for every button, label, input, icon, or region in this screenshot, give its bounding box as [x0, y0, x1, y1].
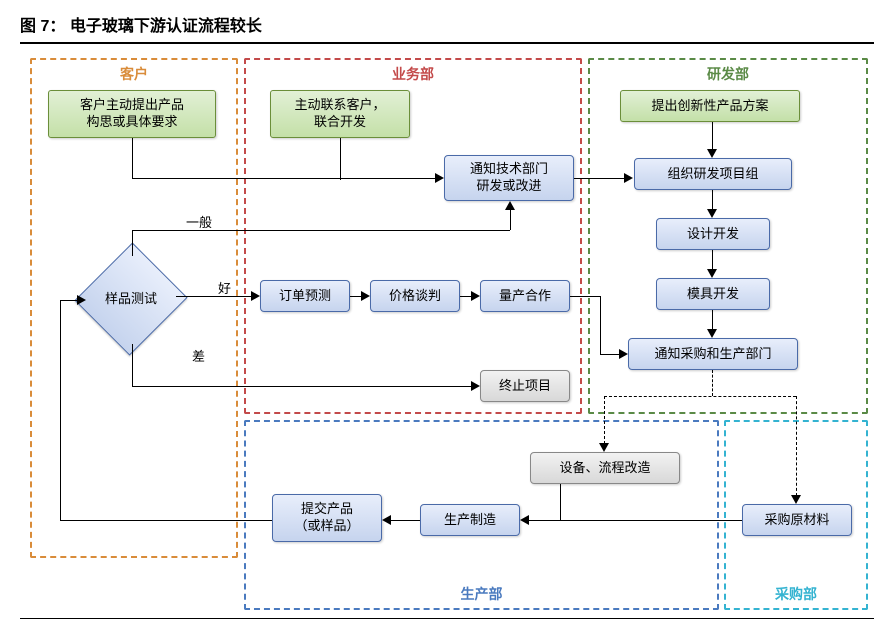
arrowhead — [707, 149, 717, 158]
edge — [604, 396, 796, 397]
edge — [600, 296, 601, 354]
node-notify-tech: 通知技术部门 研发或改进 — [444, 155, 574, 201]
arrowhead — [77, 295, 86, 305]
arrowhead — [251, 291, 260, 301]
node-design-dev: 设计开发 — [656, 218, 770, 250]
edge — [132, 230, 133, 256]
arrowhead — [599, 443, 609, 452]
node-manufacture: 生产制造 — [420, 504, 520, 536]
arrowhead — [361, 291, 370, 301]
node-sample-test-label: 样品测试 — [105, 291, 157, 308]
edge — [574, 178, 624, 179]
edge — [132, 138, 133, 178]
section-business-label: 业务部 — [392, 64, 434, 84]
node-order-forecast: 订单预测 — [260, 280, 350, 312]
edge — [796, 396, 797, 496]
section-procurement-label: 采购部 — [775, 584, 817, 604]
arrowhead — [505, 201, 515, 210]
arrowhead — [707, 209, 717, 218]
arrowhead — [707, 329, 717, 338]
section-rnd-label: 研发部 — [707, 64, 749, 84]
edge — [712, 122, 713, 150]
edge — [132, 386, 472, 387]
section-customer-label: 客户 — [120, 64, 148, 84]
node-customer-req: 客户主动提出产品 构思或具体要求 — [48, 90, 216, 138]
edge — [132, 178, 435, 179]
edge — [712, 310, 713, 330]
arrowhead — [435, 173, 444, 183]
edge — [712, 370, 713, 396]
node-price-nego: 价格谈判 — [370, 280, 460, 312]
edge — [340, 138, 341, 180]
edge — [712, 250, 713, 270]
section-production-label: 生产部 — [461, 584, 503, 604]
arrowhead — [382, 515, 391, 525]
edge — [570, 296, 600, 297]
edge — [391, 520, 420, 521]
label-bad: 差 — [192, 346, 205, 365]
figure-title: 图 7： 电子玻璃下游认证流程较长 — [20, 12, 874, 44]
node-contact-customer: 主动联系客户， 联合开发 — [270, 90, 410, 138]
node-innovative-plan: 提出创新性产品方案 — [620, 90, 800, 122]
edge — [60, 300, 61, 520]
title-prefix: 图 7： — [20, 18, 65, 35]
arrowhead — [619, 349, 628, 359]
arrowhead — [791, 495, 801, 504]
edge — [60, 520, 272, 521]
edge — [604, 396, 605, 444]
edge — [600, 354, 620, 355]
arrowhead — [471, 291, 480, 301]
edge — [712, 190, 713, 210]
arrowhead — [520, 515, 529, 525]
node-form-team: 组织研发项目组 — [634, 158, 792, 190]
edge — [510, 210, 511, 230]
edge — [132, 344, 133, 386]
node-terminate: 终止项目 — [480, 370, 570, 402]
node-mass-prod: 量产合作 — [480, 280, 570, 312]
edge — [560, 484, 561, 520]
arrowhead — [471, 381, 480, 391]
node-equip-mod: 设备、流程改造 — [530, 452, 680, 484]
arrowhead — [624, 173, 633, 183]
title-text: 电子玻璃下游认证流程较长 — [70, 18, 262, 35]
edge — [529, 520, 742, 521]
node-submit-product: 提交产品 （或样品） — [272, 494, 382, 542]
node-procure-material: 采购原材料 — [742, 504, 852, 536]
bottom-rule — [20, 618, 874, 619]
edge — [60, 300, 78, 301]
edge — [132, 230, 510, 231]
edge — [176, 296, 251, 297]
node-sample-test: 样品测试 — [86, 254, 176, 344]
label-good: 好 — [218, 278, 231, 297]
label-normal: 一般 — [186, 212, 212, 231]
arrowhead — [707, 269, 717, 278]
node-notify-prod: 通知采购和生产部门 — [628, 338, 798, 370]
node-mold-dev: 模具开发 — [656, 278, 770, 310]
